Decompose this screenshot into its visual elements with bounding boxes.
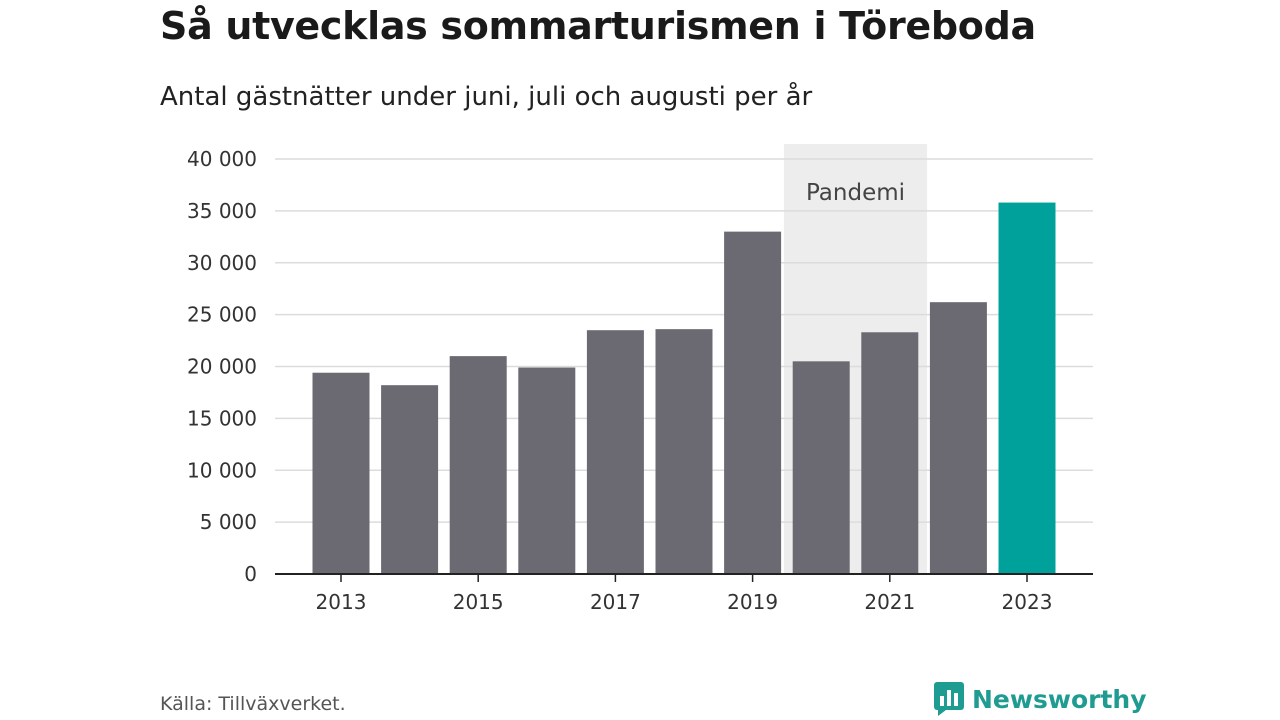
x-tick-label: 2013 bbox=[316, 590, 367, 614]
bar-2017 bbox=[586, 330, 644, 574]
y-tick-label: 0 bbox=[244, 562, 257, 586]
x-tick-label: 2015 bbox=[453, 590, 504, 614]
y-tick-label: 30 000 bbox=[187, 251, 257, 275]
bar-2020 bbox=[792, 361, 850, 574]
bar-2016 bbox=[518, 367, 576, 574]
y-tick-label: 40 000 bbox=[187, 147, 257, 171]
bar-2019 bbox=[724, 231, 782, 574]
chart-title: Så utvecklas sommarturismen i Töreboda bbox=[160, 4, 1036, 48]
chart-subtitle: Antal gästnätter under juni, juli och au… bbox=[160, 82, 813, 112]
newsworthy-logo: Newsworthy bbox=[934, 682, 1147, 716]
newsworthy-logo-icon bbox=[934, 682, 964, 716]
y-tick-label: 5 000 bbox=[200, 510, 257, 534]
x-tick-label: 2017 bbox=[590, 590, 641, 614]
source-note: Källa: Tillväxverket. bbox=[160, 693, 346, 715]
bar-2013 bbox=[312, 372, 370, 574]
y-tick-label: 10 000 bbox=[187, 458, 257, 482]
y-tick-label: 15 000 bbox=[187, 406, 257, 430]
y-tick-label: 35 000 bbox=[187, 199, 257, 223]
x-tick-label: 2019 bbox=[727, 590, 778, 614]
bar-2014 bbox=[381, 385, 439, 574]
y-tick-label: 25 000 bbox=[187, 303, 257, 327]
bar-2023 bbox=[998, 202, 1056, 574]
pandemic-label: Pandemi bbox=[806, 180, 905, 206]
bar-2018 bbox=[655, 329, 713, 574]
bar-2021 bbox=[861, 332, 919, 574]
bar-2015 bbox=[449, 356, 507, 574]
y-tick-label: 20 000 bbox=[187, 355, 257, 379]
bar-2022 bbox=[929, 302, 987, 574]
brand-name: Newsworthy bbox=[972, 684, 1147, 714]
x-tick-label: 2021 bbox=[864, 590, 915, 614]
x-tick-label: 2023 bbox=[1002, 590, 1053, 614]
